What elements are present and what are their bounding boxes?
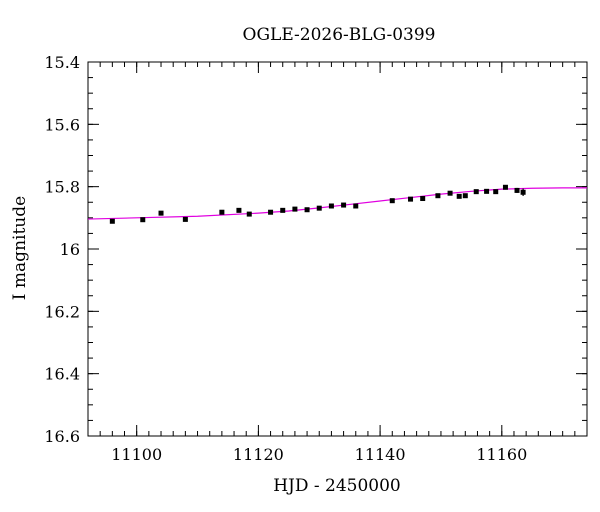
y-tick-label: 16 <box>60 240 80 259</box>
point-marker <box>219 209 225 215</box>
data-point <box>473 189 479 195</box>
point-marker <box>109 218 115 224</box>
data-point <box>514 187 520 193</box>
point-marker <box>389 198 395 204</box>
data-point <box>420 196 426 202</box>
data-point <box>456 193 462 199</box>
data-point <box>280 207 286 213</box>
data-point <box>435 193 441 199</box>
y-tick-label: 16.2 <box>44 302 80 321</box>
point-marker <box>158 210 164 216</box>
x-tick-label: 11120 <box>233 445 284 464</box>
data-point <box>493 189 499 195</box>
x-tick-label: 11160 <box>476 445 527 464</box>
point-marker <box>268 209 274 215</box>
point-marker <box>236 207 242 213</box>
x-axis-label: HJD - 2450000 <box>273 476 401 496</box>
data-point <box>520 188 526 197</box>
y-axis-tick-labels: 15.4 15.6 15.8 16 16.2 16.4 16.6 <box>44 53 80 446</box>
x-axis-tick-labels: 11100 11120 11140 11160 <box>111 445 527 464</box>
point-marker <box>246 211 252 217</box>
data-point <box>462 193 468 199</box>
y-axis-label: I magnitude <box>10 196 30 300</box>
point-marker <box>280 207 286 213</box>
data-point <box>292 206 298 212</box>
point-marker <box>502 184 508 190</box>
y-tick-label: 15.8 <box>44 178 80 197</box>
x-tick-label: 11140 <box>355 445 406 464</box>
data-point <box>140 217 146 223</box>
plot-frame <box>87 61 588 437</box>
data-point <box>353 203 359 209</box>
y-tick-label: 16.4 <box>44 365 80 384</box>
data-point <box>268 209 274 215</box>
point-marker <box>408 196 414 202</box>
data-point <box>158 210 164 216</box>
chart-title: OGLE-2026-BLG-0399 <box>243 25 436 45</box>
point-marker <box>447 190 453 196</box>
point-marker <box>484 188 490 194</box>
point-marker <box>473 189 479 195</box>
point-marker <box>140 217 146 223</box>
data-point <box>408 196 414 202</box>
y-tick-label: 15.4 <box>44 53 80 72</box>
point-marker <box>292 206 298 212</box>
data-point <box>304 207 310 213</box>
data-point <box>246 211 252 217</box>
y-tick-label: 15.6 <box>44 115 80 134</box>
data-point <box>219 209 225 215</box>
x-tick-label: 11100 <box>111 445 162 464</box>
point-marker <box>420 196 426 202</box>
data-points <box>109 184 526 224</box>
x-axis-ticks <box>87 62 588 436</box>
data-point <box>484 188 490 194</box>
point-marker <box>462 193 468 199</box>
data-point <box>389 198 395 204</box>
point-marker <box>456 193 462 199</box>
point-marker <box>520 189 526 195</box>
y-tick-label: 16.6 <box>44 427 80 446</box>
point-marker <box>514 187 520 193</box>
point-marker <box>353 203 359 209</box>
point-marker <box>304 207 310 213</box>
data-point <box>316 205 322 211</box>
data-point <box>182 216 188 222</box>
data-point <box>447 190 453 196</box>
point-marker <box>493 189 499 195</box>
model-curve <box>87 187 587 220</box>
point-marker <box>316 205 322 211</box>
point-marker <box>341 202 347 208</box>
y-axis-ticks <box>88 61 587 437</box>
data-point <box>236 207 242 213</box>
data-point <box>341 202 347 208</box>
point-marker <box>328 203 334 209</box>
data-point <box>328 203 334 209</box>
data-point <box>109 218 115 224</box>
point-marker <box>182 216 188 222</box>
point-marker <box>435 193 441 199</box>
data-point <box>502 184 508 190</box>
